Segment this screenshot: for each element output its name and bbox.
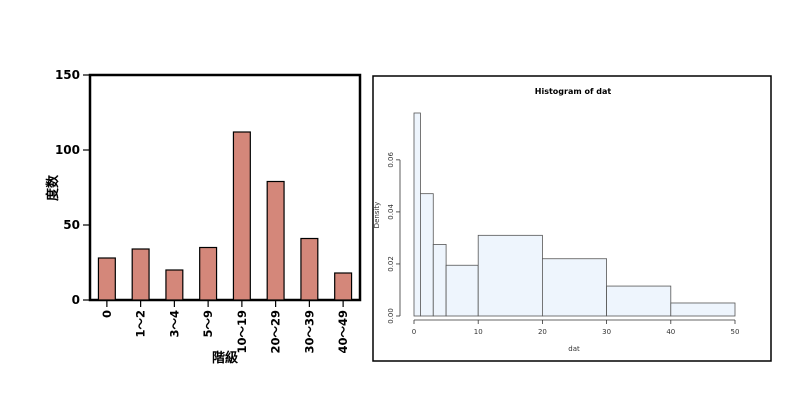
frequency-bar-chart: 0 50 100 150 0 1〜2 3〜4 5〜9 10〜19 20〜29 30〜39 40〜49… (45, 68, 362, 366)
histogram-title: Histogram of dat (535, 87, 612, 96)
x-axis-label: dat (568, 345, 580, 353)
x-tick-label: 30 (602, 328, 611, 336)
histogram-bins (413, 112, 736, 317)
y-axis-label: 度数 (45, 174, 61, 201)
bar-6 (300, 237, 319, 301)
bar-3 (199, 246, 218, 301)
density-histogram: Histogram of dat 0 10 20 30 40 50 0.000.020.0… (372, 75, 772, 362)
y-tick-label: 150 (55, 68, 80, 82)
x-tick-label: 5〜9 (201, 310, 215, 338)
x-tick-label: 20 (538, 328, 547, 336)
x-axis-label: 階級 (212, 350, 238, 366)
x-tick-label: 30〜39 (302, 310, 316, 354)
x-tick-label: 50 (731, 328, 740, 336)
x-tick-label: 10 (474, 328, 483, 336)
y-tick-label: 0.02 (387, 256, 395, 272)
bin-0 (413, 112, 421, 317)
bar-0 (97, 257, 116, 301)
bin-6 (606, 285, 672, 317)
y-tick-label: 0.06 (387, 152, 395, 168)
bin-1 (420, 193, 434, 317)
bar-1 (131, 248, 150, 301)
x-tick-label: 10〜19 (235, 310, 249, 354)
bin-7 (670, 302, 736, 317)
y-tick-label: 0.00 (387, 308, 395, 324)
bin-3 (445, 264, 479, 317)
y-axis-ticks: 0 50 100 150 (55, 68, 90, 307)
x-axis: 0 10 20 30 40 50 (412, 319, 740, 336)
bar-2 (165, 269, 184, 301)
bars (97, 131, 353, 301)
bar-4 (232, 131, 251, 301)
bin-5 (541, 258, 607, 317)
x-tick-label: 40 (666, 328, 675, 336)
right-chart-panel: Histogram of dat 0 10 20 30 40 50 0.00 0.02 0.0… (372, 75, 772, 362)
bin-4 (477, 234, 543, 317)
x-tick-label: 0 (100, 310, 114, 318)
x-axis-ticks: 0 1〜2 3〜4 5〜9 10〜19 20〜29 30〜39 40〜49 (100, 300, 350, 354)
y-axis-label: Density (373, 202, 381, 229)
bar-5 (266, 180, 285, 301)
x-tick-label: 0 (412, 328, 416, 336)
bin-2 (432, 244, 447, 317)
left-chart-panel: 0 50 100 150 0 1〜2 3〜4 5〜9 10〜19 20〜29 30〜39 40〜49… (0, 0, 380, 407)
plot-frame (88, 73, 362, 302)
y-axis: 0.00 0.02 0.04 0.06 (387, 152, 401, 324)
y-tick-label: 100 (55, 143, 80, 157)
x-tick-label: 3〜4 (167, 310, 181, 338)
x-tick-label: 1〜2 (134, 310, 148, 338)
x-tick-label: 40〜49 (336, 310, 350, 354)
x-tick-label: 20〜29 (269, 310, 283, 354)
bar-7 (334, 272, 353, 301)
y-tick-label: 0.04 (387, 204, 395, 220)
y-tick-label: 50 (63, 218, 80, 232)
y-tick-label: 0 (72, 293, 80, 307)
